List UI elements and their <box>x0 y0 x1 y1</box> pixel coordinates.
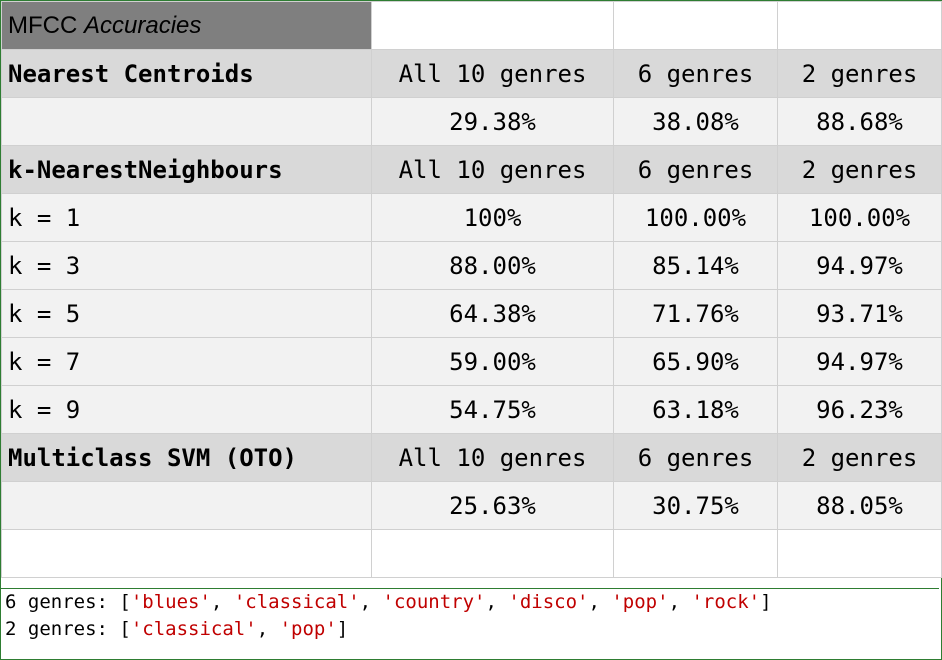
note-suffix: ] <box>336 618 349 640</box>
value-cell[interactable]: 63.18% <box>613 385 778 434</box>
value-cell[interactable]: 54.75% <box>371 385 614 434</box>
column-header-2[interactable]: 2 genres <box>777 433 942 482</box>
table-row: k = 1 100% 100.00% 100.00% <box>1 193 942 242</box>
empty-cell[interactable] <box>777 1 942 50</box>
value-cell[interactable]: 59.00% <box>371 337 614 386</box>
value-cell[interactable]: 88.00% <box>371 241 614 290</box>
column-header-all[interactable]: All 10 genres <box>371 433 614 482</box>
value-cell[interactable]: 88.05% <box>777 481 942 530</box>
note-line-2-genres: 2 genres: ['classical', 'pop'] <box>5 618 349 640</box>
value-cell[interactable]: 93.71% <box>777 289 942 338</box>
row-label[interactable] <box>1 481 372 530</box>
table-row: k = 7 59.00% 65.90% 94.97% <box>1 337 942 386</box>
note-suffix: ] <box>760 591 772 613</box>
value-cell[interactable]: 30.75% <box>613 481 778 530</box>
table-title: MFCC Accuracies <box>1 1 372 50</box>
row-label[interactable]: k = 9 <box>1 385 372 434</box>
note-prefix: 6 genres: [ <box>5 591 131 613</box>
column-header-2[interactable]: 2 genres <box>777 145 942 194</box>
knn-label[interactable]: k-NearestNeighbours <box>1 145 372 194</box>
column-header-6[interactable]: 6 genres <box>613 433 778 482</box>
empty-cell[interactable] <box>613 529 778 578</box>
genre-string: 'country' <box>382 591 486 613</box>
value-cell[interactable]: 94.97% <box>777 241 942 290</box>
value-cell[interactable]: 65.90% <box>613 337 778 386</box>
value-cell[interactable]: 88.68% <box>777 97 942 146</box>
empty-cell[interactable] <box>1 529 372 578</box>
row-label[interactable]: k = 1 <box>1 193 372 242</box>
genre-string: 'disco' <box>508 591 589 613</box>
table-row: 29.38% 38.08% 88.68% <box>1 97 942 146</box>
row-label[interactable] <box>1 97 372 146</box>
genre-string: 'classical' <box>130 618 257 640</box>
table-row: k = 3 88.00% 85.14% 94.97% <box>1 241 942 290</box>
value-cell[interactable]: 25.63% <box>371 481 614 530</box>
column-header-6[interactable]: 6 genres <box>613 49 778 98</box>
empty-cell[interactable] <box>371 1 614 50</box>
value-cell[interactable]: 94.97% <box>777 337 942 386</box>
value-cell[interactable]: 71.76% <box>613 289 778 338</box>
column-header-2[interactable]: 2 genres <box>777 49 942 98</box>
nearest-centroids-label[interactable]: Nearest Centroids <box>1 49 372 98</box>
table-row: k = 9 54.75% 63.18% 96.23% <box>1 385 942 434</box>
table-row: k = 5 64.38% 71.76% 93.71% <box>1 289 942 338</box>
row-label[interactable]: k = 5 <box>1 289 372 338</box>
empty-cell[interactable] <box>777 529 942 578</box>
svm-header-row: Multiclass SVM (OTO) All 10 genres 6 gen… <box>1 433 942 482</box>
genre-string: 'pop' <box>611 591 669 613</box>
note-prefix: 2 genres: [ <box>5 618 131 640</box>
title-italic: Accuracies <box>84 11 202 39</box>
title-row: MFCC Accuracies <box>1 1 942 50</box>
row-label[interactable]: k = 3 <box>1 241 372 290</box>
column-header-all[interactable]: All 10 genres <box>371 49 614 98</box>
table-row: 25.63% 30.75% 88.05% <box>1 481 942 530</box>
value-cell[interactable]: 64.38% <box>371 289 614 338</box>
genre-notes: 6 genres: ['blues', 'classical', 'countr… <box>1 588 939 659</box>
value-cell[interactable]: 85.14% <box>613 241 778 290</box>
value-cell[interactable]: 38.08% <box>613 97 778 146</box>
row-label[interactable]: k = 7 <box>1 337 372 386</box>
accuracy-table: MFCC Accuracies Nearest Centroids All 10… <box>1 1 942 578</box>
empty-cell[interactable] <box>613 1 778 50</box>
column-header-6[interactable]: 6 genres <box>613 145 778 194</box>
genre-string: 'pop' <box>279 618 337 640</box>
genre-string: 'rock' <box>691 591 761 613</box>
value-cell[interactable]: 100% <box>371 193 614 242</box>
value-cell[interactable]: 96.23% <box>777 385 942 434</box>
knn-header-row: k-NearestNeighbours All 10 genres 6 genr… <box>1 145 942 194</box>
value-cell[interactable]: 100.00% <box>777 193 942 242</box>
svm-label[interactable]: Multiclass SVM (OTO) <box>1 433 372 482</box>
title-prefix: MFCC <box>8 11 78 39</box>
empty-row <box>1 529 942 578</box>
value-cell[interactable]: 29.38% <box>371 97 614 146</box>
note-line-6-genres: 6 genres: ['blues', 'classical', 'countr… <box>5 591 772 613</box>
nearest-centroids-header-row: Nearest Centroids All 10 genres 6 genres… <box>1 49 942 98</box>
genre-string: 'blues' <box>130 591 211 613</box>
genre-string: 'classical' <box>233 591 360 613</box>
value-cell[interactable]: 100.00% <box>613 193 778 242</box>
column-header-all[interactable]: All 10 genres <box>371 145 614 194</box>
empty-cell[interactable] <box>371 529 614 578</box>
